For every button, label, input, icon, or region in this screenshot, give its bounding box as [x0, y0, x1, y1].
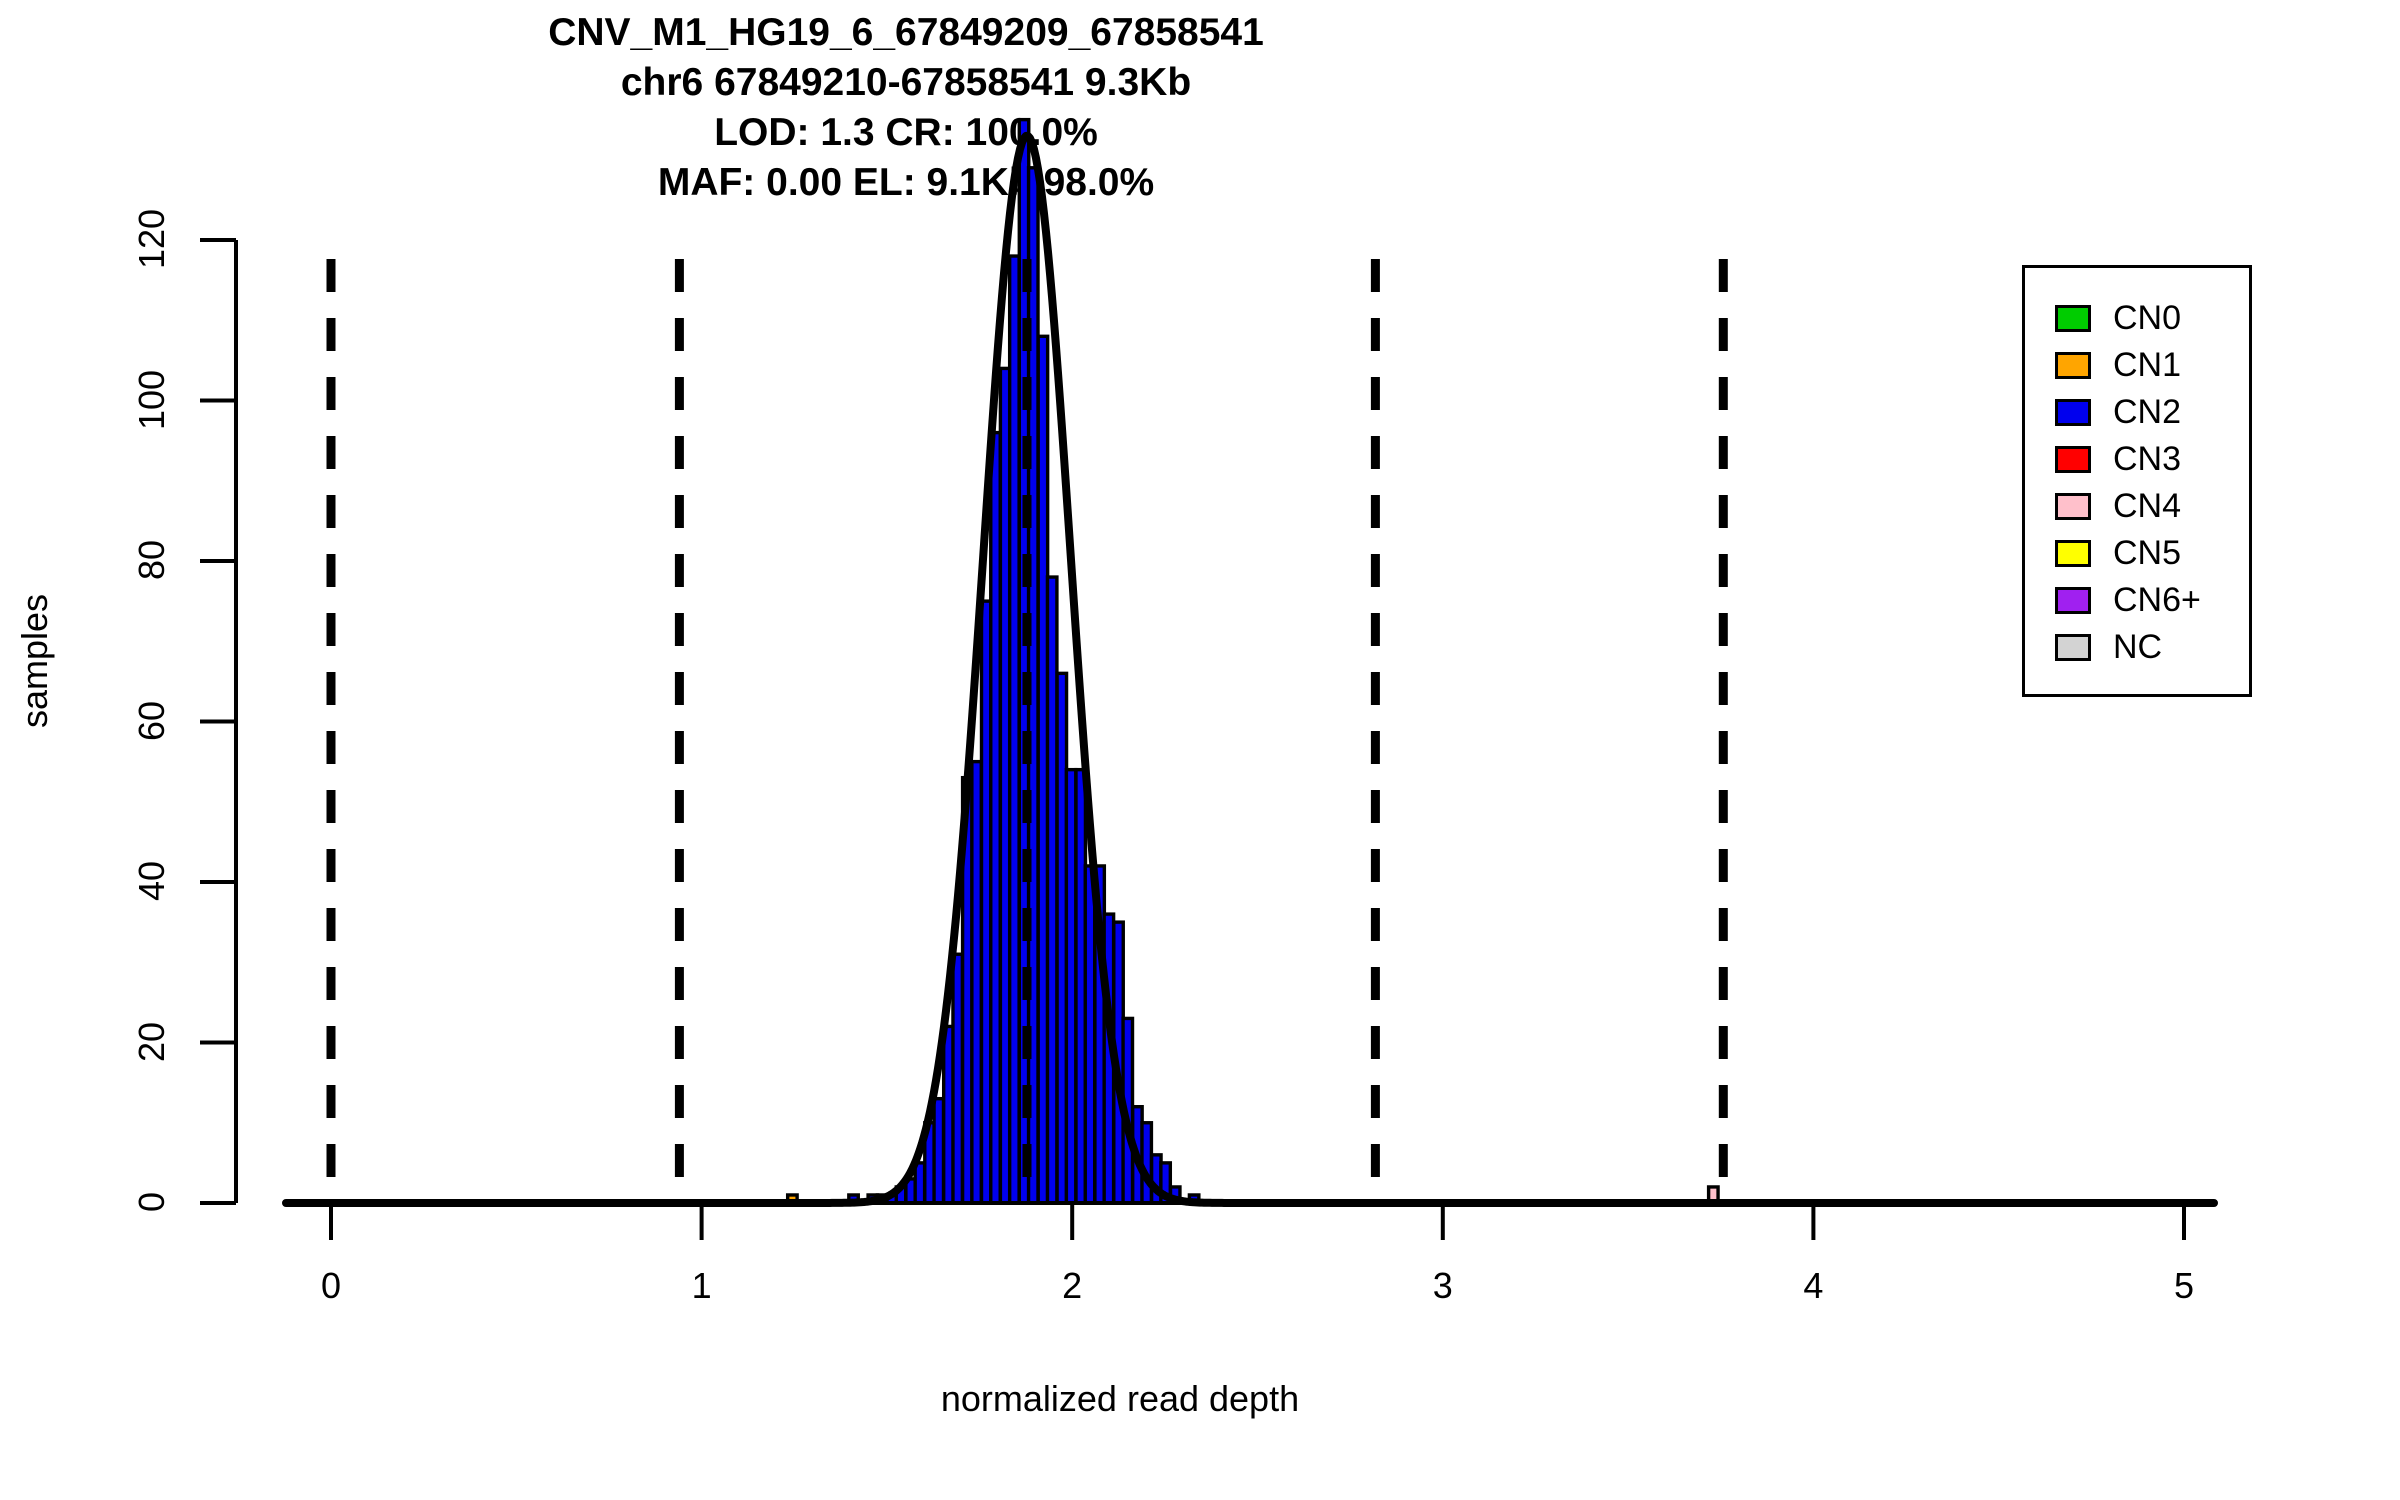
legend-item-nc: NC — [2055, 624, 2201, 671]
x-tick-label: 2 — [1062, 1265, 1083, 1306]
y-tick-label: 80 — [131, 539, 172, 581]
x-tick-label: 4 — [1803, 1265, 1824, 1306]
legend-swatch-icon — [2055, 540, 2091, 567]
x-tick-label: 0 — [320, 1265, 342, 1306]
legend-item-label: CN6+ — [2113, 581, 2201, 619]
legend-items: CN0 CN1 CN2 CN3 CN4 CN5 CN6+ NC — [2055, 295, 2201, 671]
legend-item-label: CN2 — [2113, 393, 2182, 431]
legend-item-label: NC — [2113, 628, 2163, 666]
x-tick-label: 3 — [1432, 1265, 1453, 1306]
legend-item-label: CN1 — [2113, 346, 2182, 384]
legend-item-label: CN0 — [2113, 299, 2182, 337]
x-axis-title: normalized read depth — [940, 1378, 1300, 1419]
title-line-2: chr6 67849210-67858541 9.3Kb — [620, 61, 1192, 104]
legend-swatch-icon — [2055, 399, 2091, 426]
legend-item-cn6plus: CN6+ — [2055, 577, 2201, 624]
legend: CN0 CN1 CN2 CN3 CN4 CN5 CN6+ NC — [2022, 265, 2252, 697]
legend-swatch-icon — [2055, 634, 2091, 661]
y-axis-title: samples — [14, 593, 55, 729]
legend-item-cn2: CN2 — [2055, 389, 2201, 436]
legend-swatch-icon — [2055, 493, 2091, 520]
y-tick-label: 60 — [131, 700, 172, 741]
title-line-1: CNV_M1_HG19_6_67849209_67858541 — [548, 11, 1264, 54]
legend-swatch-icon — [2055, 446, 2091, 473]
x-tick-label: 1 — [691, 1265, 712, 1306]
y-tick-label: 20 — [131, 1021, 172, 1062]
legend-item-label: CN5 — [2113, 534, 2182, 572]
legend-swatch-icon — [2055, 587, 2091, 614]
y-tick-label: 40 — [131, 860, 172, 902]
y-tick-label: 120 — [131, 208, 172, 270]
legend-item-cn1: CN1 — [2055, 342, 2201, 389]
legend-swatch-icon — [2055, 305, 2091, 332]
y-tick-label: 100 — [131, 369, 172, 430]
histogram-bars — [785, 117, 1720, 1205]
legend-item-cn0: CN0 — [2055, 295, 2201, 342]
legend-item-label: CN3 — [2113, 440, 2182, 478]
legend-swatch-icon — [2055, 352, 2091, 379]
legend-item-label: CN4 — [2113, 487, 2182, 525]
chart-title-block: CNV_M1_HG19_6_67849209_67858541 chr6 678… — [0, 8, 1812, 208]
y-tick-label: 0 — [131, 1191, 172, 1213]
axes — [200, 238, 2200, 1240]
legend-item-cn5: CN5 — [2055, 530, 2201, 577]
title-line-4: MAF: 0.00 EL: 9.1Kb 98.0% — [657, 161, 1155, 204]
x-tick-label: 5 — [2173, 1265, 2195, 1306]
legend-item-cn4: CN4 — [2055, 483, 2201, 530]
legend-item-cn3: CN3 — [2055, 436, 2201, 483]
density-curve — [282, 131, 2218, 1207]
